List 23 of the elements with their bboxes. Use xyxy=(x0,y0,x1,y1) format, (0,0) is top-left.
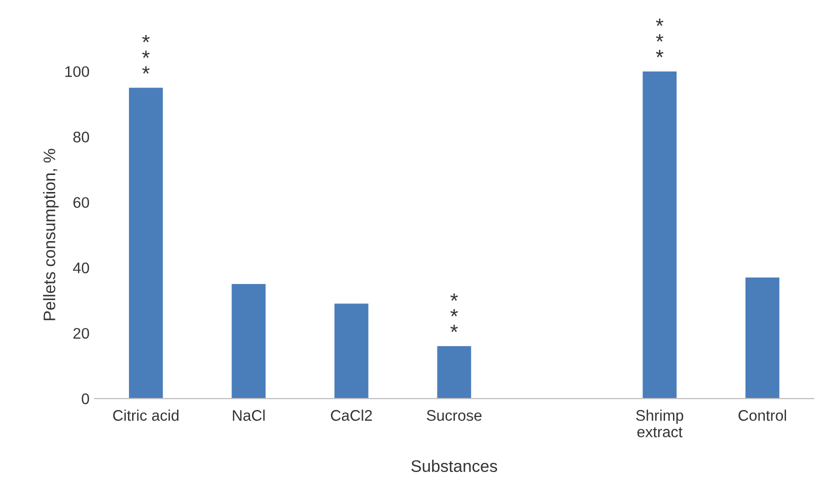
annotation: *** xyxy=(450,293,458,332)
x-tick-label: Citric acid xyxy=(113,410,178,421)
y-axis-title: Pellets consumption, % xyxy=(43,148,59,320)
annotation: *** xyxy=(142,34,150,74)
bar xyxy=(437,346,472,399)
y-tick-label: 20 xyxy=(73,328,90,339)
bar xyxy=(128,88,163,399)
bar xyxy=(745,277,780,399)
bar xyxy=(334,304,368,399)
x-tick-label: Control xyxy=(738,410,786,421)
annotation: *** xyxy=(656,18,664,58)
y-tick-label: 100 xyxy=(65,66,90,78)
y-tick-label: 0 xyxy=(82,393,90,404)
bar xyxy=(642,71,677,399)
x-tick-label: CaCl2 xyxy=(330,410,372,421)
x-axis-title: Substances xyxy=(411,460,498,472)
x-tick-label: Shrimp extract xyxy=(636,410,684,438)
bar xyxy=(232,284,266,399)
x-tick-label: NaCl xyxy=(232,410,265,421)
y-tick-label: 80 xyxy=(73,132,90,142)
x-tick-label: Sucrose xyxy=(426,410,482,421)
y-tick-label: 40 xyxy=(73,262,90,274)
y-tick-label: 60 xyxy=(73,197,90,208)
